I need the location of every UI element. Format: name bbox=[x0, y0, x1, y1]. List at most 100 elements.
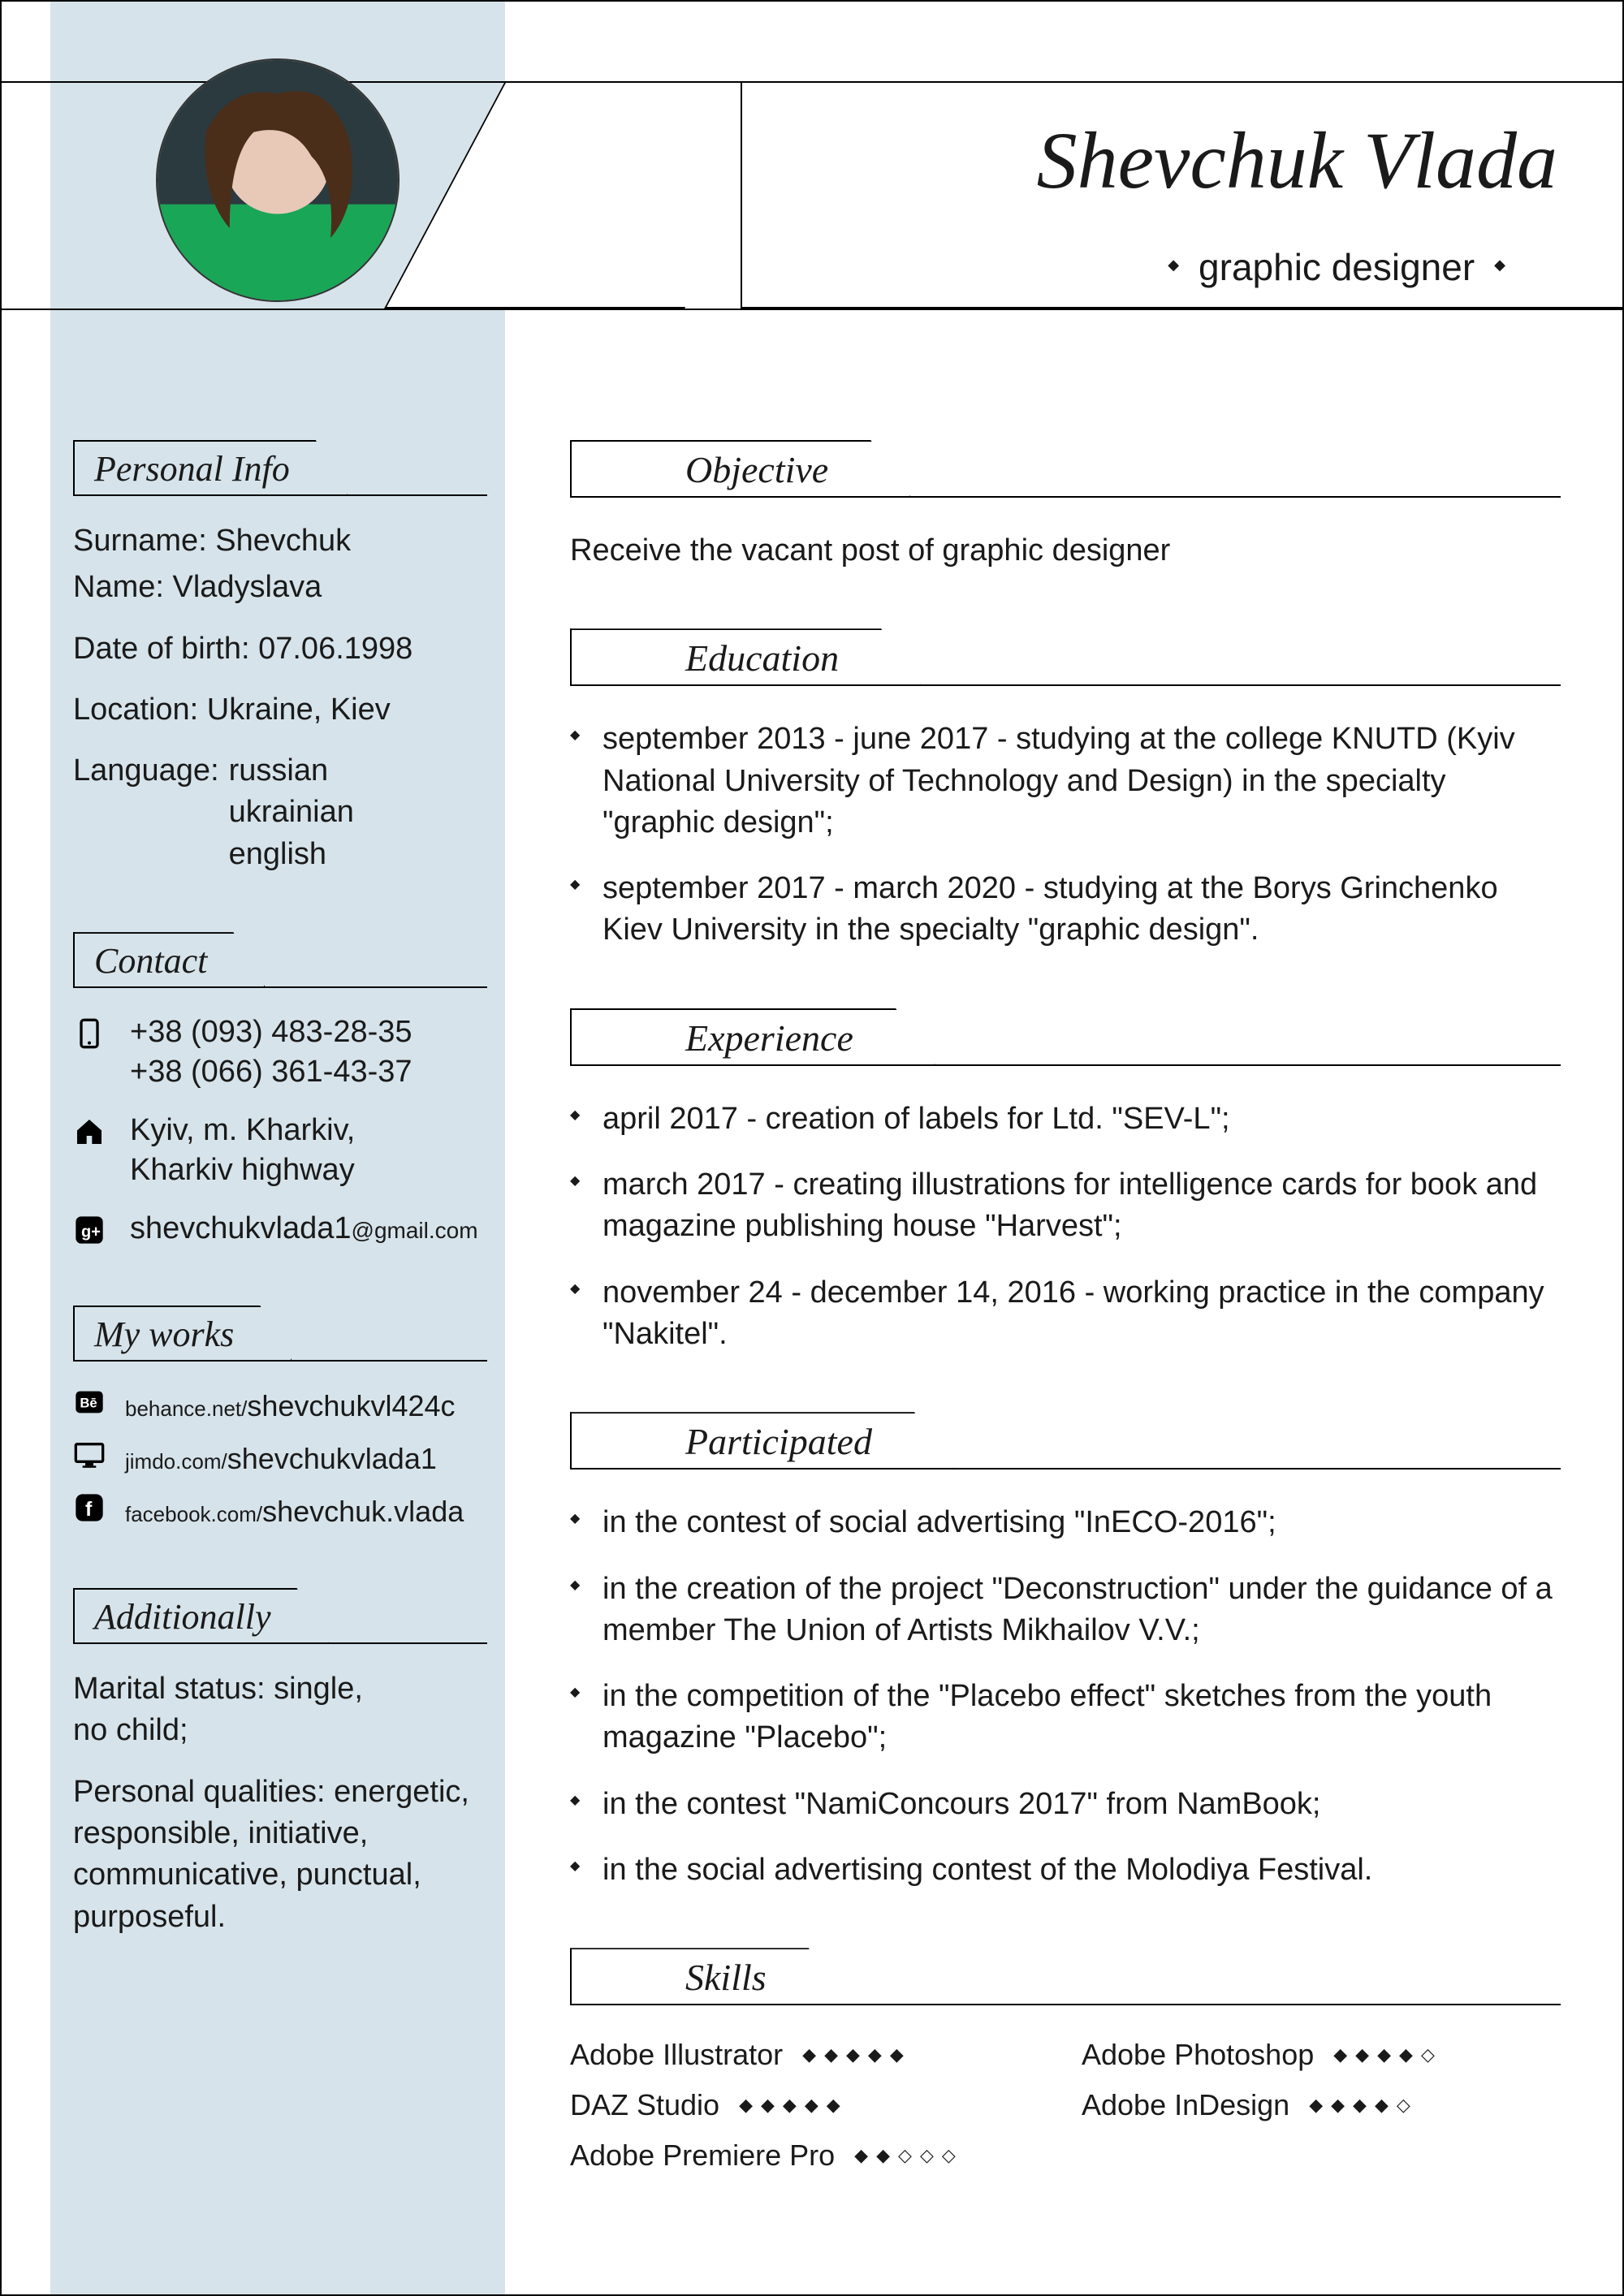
email-user: shevchukvlada1 bbox=[130, 1211, 352, 1245]
education-list: september 2013 - june 2017 - studying at… bbox=[570, 719, 1561, 951]
skills-heading: Skills bbox=[570, 1948, 1561, 2005]
applicant-title: graphic designer bbox=[1148, 245, 1525, 289]
skill-rating: ◆◆◆◆◇ bbox=[1309, 2095, 1410, 2116]
marital-status: Marital status: single, no child; bbox=[73, 1668, 487, 1752]
contact-section: Contact +38 (093) 483-28-35+38 (066) 361… bbox=[73, 932, 487, 1249]
facebook-user: shevchuk.vlada bbox=[262, 1495, 464, 1528]
participated-heading: Participated bbox=[570, 1412, 1561, 1470]
facebook-row: f facebook.com/shevchuk.vlada bbox=[73, 1491, 487, 1531]
works-heading: My works bbox=[73, 1306, 487, 1362]
dob-line: Date of birth: 07.06.1998 bbox=[73, 628, 487, 670]
language-2: ukrainian bbox=[229, 795, 354, 829]
skill-item: Adobe Premiere Pro ◆◆◇◇◇ bbox=[570, 2138, 1049, 2173]
objective-section: Objective Receive the vacant post of gra… bbox=[570, 440, 1561, 572]
address-line-1: Kyiv, m. Kharkiv, bbox=[130, 1113, 355, 1147]
address-line-2: Kharkiv highway bbox=[130, 1153, 355, 1187]
skill-rating: ◆◆◆◆◆ bbox=[802, 2044, 904, 2065]
marital-line-1: Marital status: single, bbox=[73, 1672, 363, 1706]
svg-text:g+: g+ bbox=[81, 1223, 101, 1241]
skills-grid: Adobe Illustrator ◆◆◆◆◆ Adobe Photoshop ◆◆◆… bbox=[570, 2038, 1561, 2173]
personal-qualities: Personal qualities: energetic, responsib… bbox=[73, 1772, 487, 1938]
address-row: Kyiv, m. Kharkiv, Kharkiv highway bbox=[73, 1111, 487, 1191]
surname-line: Surname: Shevchuk bbox=[73, 520, 487, 562]
behance-row: Bē behance.net/shevchukvl424c bbox=[73, 1386, 487, 1426]
resume-page: Shevchuk Vlada graphic designer Personal… bbox=[0, 0, 1624, 2296]
skill-item: DAZ Studio ◆◆◆◆◆ bbox=[570, 2088, 1049, 2122]
list-item: september 2013 - june 2017 - studying at… bbox=[570, 719, 1561, 844]
behance-domain: behance.net/ bbox=[125, 1396, 247, 1421]
language-3: english bbox=[229, 837, 326, 871]
svg-text:f: f bbox=[85, 1498, 93, 1521]
applicant-name: Shevchuk Vlada bbox=[1037, 114, 1557, 207]
jimdo-user: shevchukvlada1 bbox=[227, 1442, 437, 1475]
participated-heading-text: Participated bbox=[570, 1412, 955, 1470]
skill-name: Adobe Photoshop bbox=[1082, 2038, 1314, 2072]
language-block: Language: russian ukrainian english bbox=[73, 750, 487, 875]
home-icon bbox=[73, 1111, 109, 1148]
objective-heading-text: Objective bbox=[570, 440, 911, 498]
experience-section: Experience april 2017 - creation of labe… bbox=[570, 1008, 1561, 1355]
experience-heading: Experience bbox=[570, 1008, 1561, 1066]
skills-section: Skills Adobe Illustrator ◆◆◆◆◆ Adobe Photo… bbox=[570, 1948, 1561, 2173]
sidebar: Personal Info Surname: Shevchuk Name: Vl… bbox=[73, 440, 487, 1995]
education-heading: Education bbox=[570, 628, 1561, 686]
email-domain: @gmail.com bbox=[352, 1218, 478, 1243]
language-list: russian ukrainian english bbox=[229, 750, 354, 875]
participated-list: in the contest of social advertising "In… bbox=[570, 1502, 1561, 1891]
list-item: in the contest of social advertising "In… bbox=[570, 1502, 1561, 1543]
facebook-domain: facebook.com/ bbox=[125, 1502, 262, 1526]
personal-heading-text: Personal Info bbox=[73, 440, 348, 496]
email-text: shevchukvlada1@gmail.com bbox=[130, 1209, 478, 1249]
jimdo-domain: jimdo.com/ bbox=[125, 1449, 227, 1474]
additional-heading-text: Additionally bbox=[73, 1588, 330, 1644]
monitor-icon bbox=[73, 1439, 109, 1478]
works-heading-text: My works bbox=[73, 1306, 292, 1362]
profile-photo bbox=[156, 58, 400, 302]
address-text: Kyiv, m. Kharkiv, Kharkiv highway bbox=[130, 1111, 355, 1191]
skill-rating: ◆◆◆◆◆ bbox=[739, 2095, 840, 2116]
skill-name: Adobe InDesign bbox=[1082, 2088, 1289, 2122]
behance-user: shevchukvl424c bbox=[247, 1389, 455, 1422]
list-item: march 2017 - creating illustrations for … bbox=[570, 1164, 1561, 1248]
contact-heading-text: Contact bbox=[73, 932, 266, 988]
list-item: september 2017 - march 2020 - studying a… bbox=[570, 868, 1561, 952]
objective-heading: Objective bbox=[570, 440, 1561, 498]
skills-heading-text: Skills bbox=[570, 1948, 849, 2005]
personal-section: Personal Info Surname: Shevchuk Name: Vl… bbox=[73, 440, 487, 875]
google-plus-icon: g+ bbox=[73, 1209, 109, 1246]
skill-name: Adobe Illustrator bbox=[570, 2038, 783, 2072]
participated-section: Participated in the contest of social ad… bbox=[570, 1412, 1561, 1891]
works-section: My works Bē behance.net/shevchukvl424c j… bbox=[73, 1306, 487, 1531]
list-item: in the creation of the project "Deconstr… bbox=[570, 1569, 1561, 1652]
marital-line-2: no child; bbox=[73, 1713, 188, 1747]
location-line: Location: Ukraine, Kiev bbox=[73, 689, 487, 731]
education-heading-text: Education bbox=[570, 628, 922, 686]
behance-icon: Bē bbox=[73, 1386, 109, 1426]
experience-heading-text: Experience bbox=[570, 1008, 936, 1066]
list-item: november 24 - december 14, 2016 - workin… bbox=[570, 1272, 1561, 1356]
objective-text: Receive the vacant post of graphic desig… bbox=[570, 530, 1561, 572]
header-bottom-line bbox=[2, 309, 1624, 310]
list-item: april 2017 - creation of labels for Ltd.… bbox=[570, 1098, 1561, 1140]
phone-row: +38 (093) 483-28-35+38 (066) 361-43-37 bbox=[73, 1012, 487, 1093]
personal-heading: Personal Info bbox=[73, 440, 487, 496]
additional-section: Additionally Marital status: single, no c… bbox=[73, 1588, 487, 1938]
education-section: Education september 2013 - june 2017 - s… bbox=[570, 628, 1561, 951]
svg-text:Bē: Bē bbox=[80, 1396, 97, 1411]
language-label: Language: bbox=[73, 750, 219, 875]
phone-1: +38 (093) 483-28-35 bbox=[130, 1015, 412, 1049]
list-item: in the social advertising contest of the… bbox=[570, 1849, 1561, 1891]
facebook-icon: f bbox=[73, 1491, 109, 1531]
skill-rating: ◆◆◆◆◇ bbox=[1333, 2044, 1435, 2065]
skill-name: DAZ Studio bbox=[570, 2088, 719, 2122]
email-row: g+ shevchukvlada1@gmail.com bbox=[73, 1209, 487, 1249]
skill-name: Adobe Premiere Pro bbox=[570, 2138, 835, 2173]
phone-numbers: +38 (093) 483-28-35+38 (066) 361-43-37 bbox=[130, 1012, 412, 1093]
skill-item: Adobe InDesign ◆◆◆◆◇ bbox=[1082, 2088, 1561, 2122]
skill-rating: ◆◆◇◇◇ bbox=[854, 2145, 956, 2166]
name-line: Name: Vladyslava bbox=[73, 567, 487, 608]
phone-icon bbox=[73, 1012, 109, 1050]
experience-list: april 2017 - creation of labels for Ltd.… bbox=[570, 1098, 1561, 1355]
language-1: russian bbox=[229, 753, 329, 788]
avatar-placeholder-icon bbox=[158, 60, 398, 300]
